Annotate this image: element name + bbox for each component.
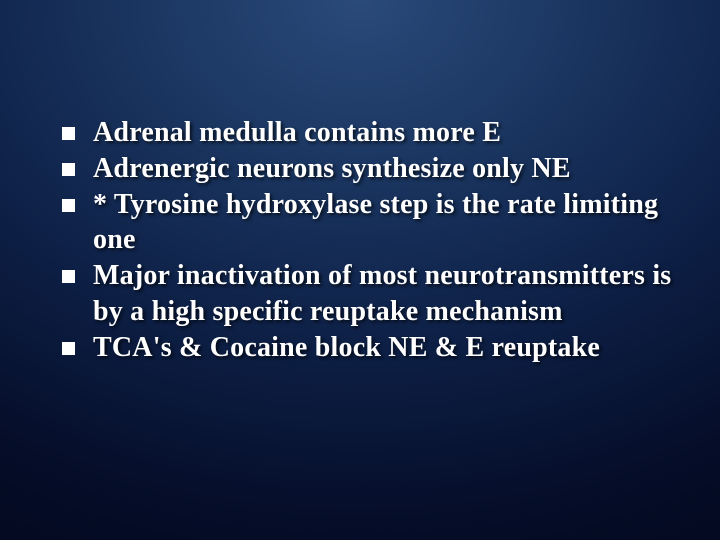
square-bullet-icon [62, 127, 75, 140]
bullet-text: Adrenergic neurons synthesize only NE [93, 151, 680, 187]
list-item: Adrenal medulla contains more E [62, 115, 680, 151]
square-bullet-icon [62, 199, 75, 212]
bullet-text: TCA's & Cocaine block NE & E reuptake [93, 330, 680, 366]
bullet-text: Major inactivation of most neurotransmit… [93, 258, 680, 330]
bullet-text: * Tyrosine hydroxylase step is the rate … [93, 187, 680, 259]
slide: Adrenal medulla contains more E Adrenerg… [0, 0, 720, 540]
square-bullet-icon [62, 342, 75, 355]
list-item: TCA's & Cocaine block NE & E reuptake [62, 330, 680, 366]
list-item: * Tyrosine hydroxylase step is the rate … [62, 187, 680, 259]
bullet-list: Adrenal medulla contains more E Adrenerg… [62, 115, 680, 366]
square-bullet-icon [62, 270, 75, 283]
bullet-text: Adrenal medulla contains more E [93, 115, 680, 151]
list-item: Adrenergic neurons synthesize only NE [62, 151, 680, 187]
list-item: Major inactivation of most neurotransmit… [62, 258, 680, 330]
square-bullet-icon [62, 163, 75, 176]
